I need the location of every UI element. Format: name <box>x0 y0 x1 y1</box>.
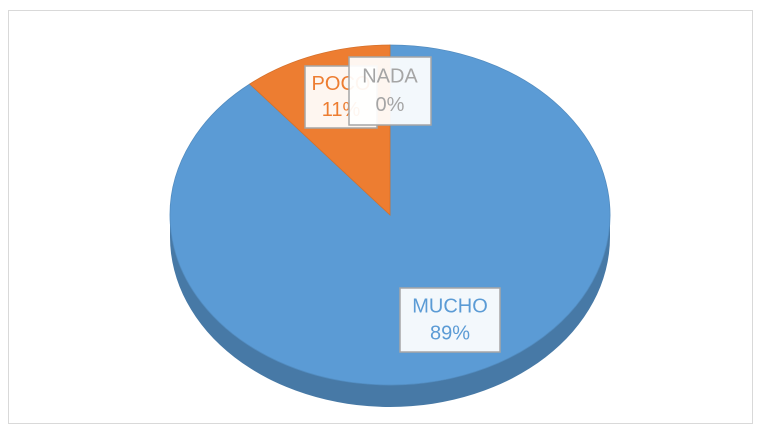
label-category: MUCHO <box>412 295 488 317</box>
label-box <box>348 56 432 126</box>
label-value: 89% <box>430 322 470 344</box>
label-value: 0% <box>376 94 405 116</box>
label-box <box>399 287 501 353</box>
label-category: NADA <box>362 66 418 88</box>
